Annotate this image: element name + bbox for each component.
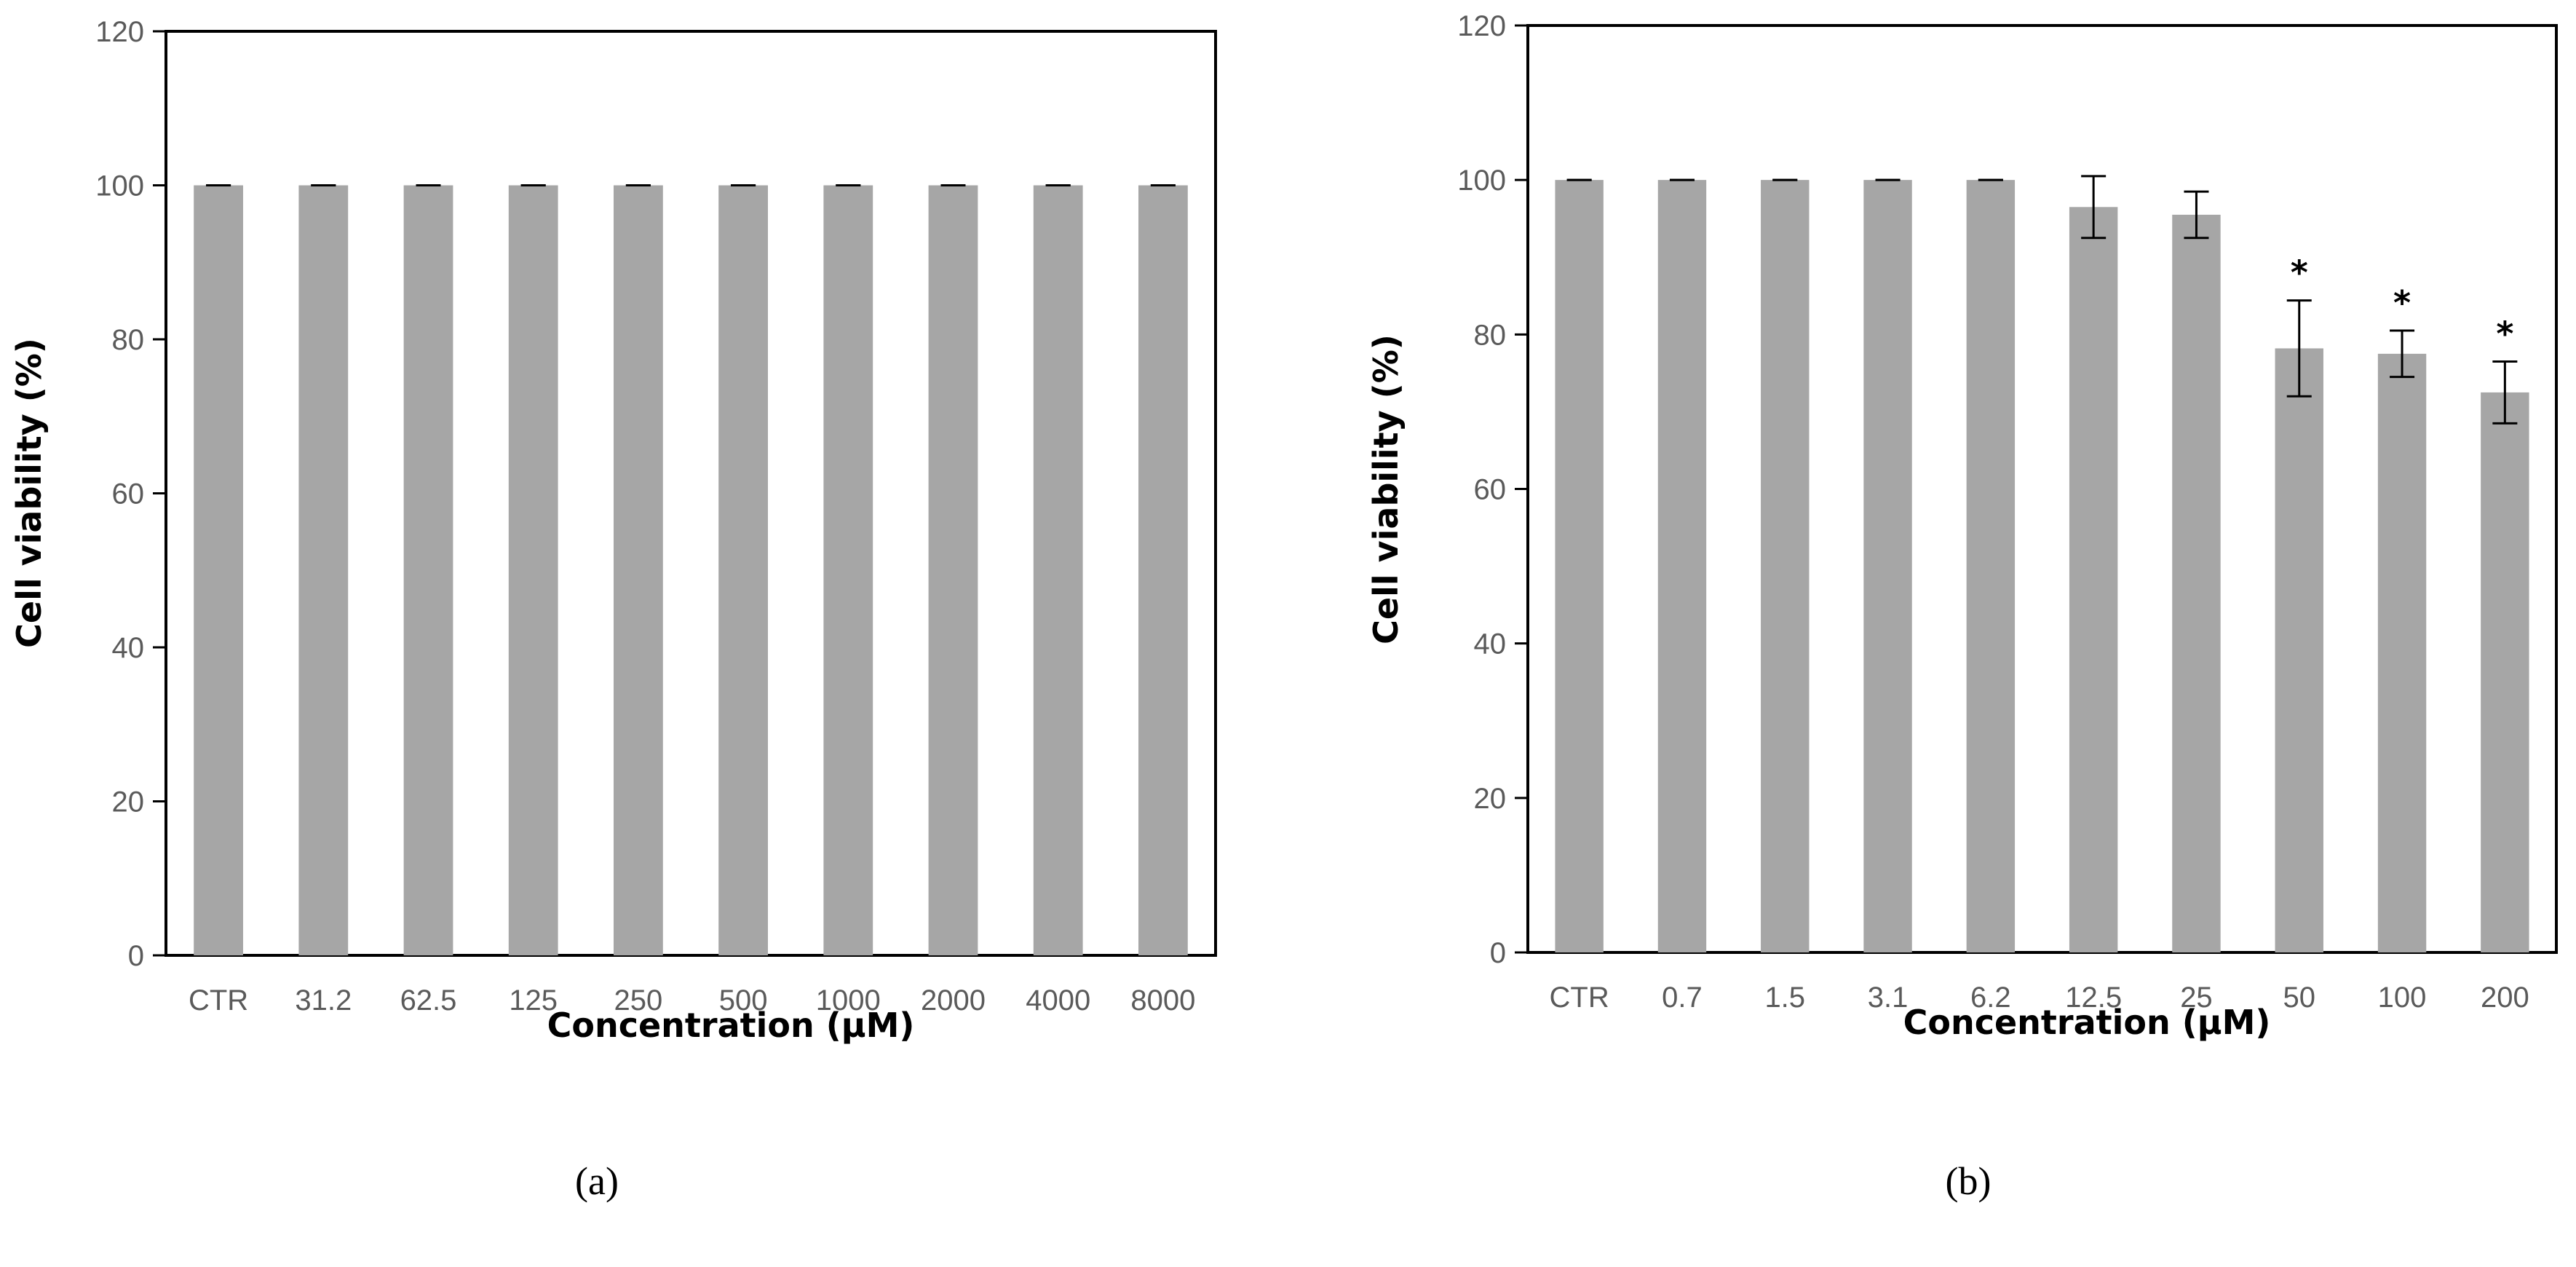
bar <box>823 185 873 955</box>
x-tick-label: 31.2 <box>295 984 352 1017</box>
y-tick-label: 100 <box>1457 165 1506 197</box>
bar <box>2172 214 2221 952</box>
bar <box>1657 180 1707 953</box>
x-tick-label: 500 <box>719 984 768 1017</box>
bar <box>298 185 349 955</box>
bar <box>1033 185 1083 955</box>
x-tick-label: 25 <box>2180 982 2213 1014</box>
bar <box>718 185 768 955</box>
bar <box>2069 207 2118 952</box>
x-tick-label: CTR <box>1550 982 1609 1014</box>
y-tick-label: 20 <box>112 786 145 818</box>
x-tick-label: 2000 <box>921 984 986 1017</box>
x-tick-label: 1.5 <box>1764 982 1805 1014</box>
x-tick-label: 4000 <box>1026 984 1090 1017</box>
significance-marker: * <box>2496 314 2513 353</box>
y-tick-label: 60 <box>112 478 145 510</box>
x-axis-title: Concentration (μM) <box>1903 1003 2271 1042</box>
panel-label: (b) <box>1946 1159 1992 1203</box>
y-tick-label: 80 <box>1474 319 1507 351</box>
x-tick-label: 3.1 <box>1868 982 1909 1014</box>
x-tick-label: 250 <box>614 984 663 1017</box>
bar <box>194 185 243 955</box>
panel-label: (a) <box>575 1159 619 1203</box>
y-tick-label: 0 <box>1490 937 1506 969</box>
bar <box>614 185 663 955</box>
x-tick-label: CTR <box>189 984 248 1017</box>
x-tick-label: 0.7 <box>1662 982 1703 1014</box>
x-tick-label: 62.5 <box>400 984 457 1017</box>
x-tick-label: 1000 <box>816 984 881 1017</box>
bar <box>508 185 558 955</box>
x-tick-label: 125 <box>509 984 558 1017</box>
x-axis-title: Concentration (μM) <box>547 1006 915 1045</box>
significance-marker: * <box>2291 253 2308 293</box>
bar <box>928 185 978 955</box>
y-axis-title: Cell viability (%) <box>1366 334 1406 644</box>
bar <box>403 185 453 955</box>
bar <box>2377 353 2427 953</box>
y-tick-label: 80 <box>112 324 145 356</box>
significance-marker: * <box>2393 283 2411 323</box>
bar <box>1761 180 1810 953</box>
y-tick-label: 20 <box>1474 783 1507 815</box>
bar <box>1555 180 1604 953</box>
x-tick-label: 100 <box>2378 982 2427 1014</box>
y-tick-label: 0 <box>128 940 144 972</box>
y-tick-label: 40 <box>112 632 145 664</box>
bar <box>2275 348 2323 952</box>
chart-panel-b: 0 20 40 60 80 100 120 CTR 0.7 1.5 3.1 6.2 12.5 25 * 50 *… <box>1366 10 2558 1203</box>
x-tick-label: 6.2 <box>1970 982 2011 1014</box>
y-tick-label: 120 <box>1457 10 1506 42</box>
y-tick-label: 60 <box>1474 474 1507 506</box>
bar <box>1138 185 1188 955</box>
bar <box>1966 180 2016 953</box>
x-tick-label: 200 <box>2481 982 2529 1014</box>
x-tick-label: 12.5 <box>2065 982 2122 1014</box>
x-tick-label: 8000 <box>1130 984 1195 1017</box>
y-tick-label: 40 <box>1474 628 1507 660</box>
y-axis-title: Cell viability (%) <box>9 338 49 648</box>
chart-panel-a: 0 20 40 60 80 100 120 CTR 31.2 62.5 125 250 500 1000 2… <box>9 16 1217 1203</box>
bar <box>1863 180 1912 953</box>
y-tick-label: 120 <box>95 16 144 48</box>
bar <box>2481 392 2529 952</box>
x-tick-label: 50 <box>2283 982 2316 1014</box>
y-tick-label: 100 <box>95 170 144 202</box>
